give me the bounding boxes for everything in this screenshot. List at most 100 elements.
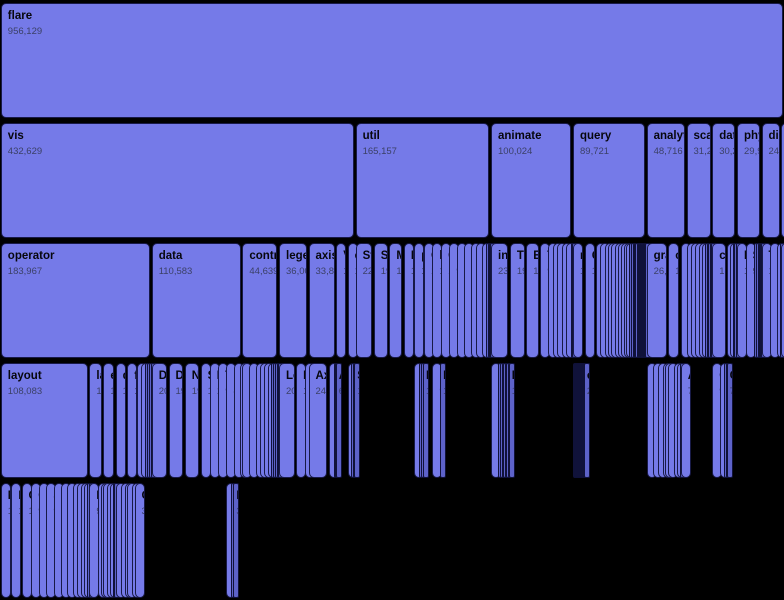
cell-NodeLinkTreeLayout[interactable]: NodeLinkTreeLayout12,870	[0, 483, 11, 598]
cell-label: flare	[7, 10, 33, 22]
cell-label: display	[768, 130, 779, 142]
cell-label: Legend	[286, 370, 294, 382]
cell-analytics[interactable]: analytics 48,716	[646, 123, 685, 238]
cell-converters[interactable]: converters 18,349	[712, 243, 726, 358]
cell-value: 19,118	[380, 266, 387, 277]
cell-interpolate[interactable]: interpolate 23,081	[491, 243, 509, 358]
cell-Strings[interactable]: Strings 22,026	[355, 243, 373, 358]
cell-label: data	[719, 130, 734, 142]
cell-graph[interactable]: graph 26,435	[646, 243, 667, 358]
cell-value: 48,716	[653, 146, 683, 157]
cell-label: converters	[719, 250, 726, 262]
cell-value: 19,975	[516, 266, 524, 277]
cell-Easing[interactable]: Easing 17,010	[526, 243, 539, 358]
cell-GraphDistanceFilter[interactable]: GraphDistanceFilter3,165	[134, 483, 145, 598]
cell-value: 18,349	[719, 266, 725, 277]
cell-DateInterpolator[interactable]: DateInterpolator1,375	[508, 363, 515, 478]
cell-value: 432,629	[7, 146, 43, 157]
cell-value: 89,721	[580, 146, 610, 157]
cell-count[interactable]: count277	[583, 363, 590, 478]
cell-value: 100,024	[498, 146, 533, 157]
cell-distortion[interactable]: distortion14,219	[115, 363, 126, 478]
cell-label: Shapes	[380, 250, 388, 262]
cell-label: encoder	[110, 369, 113, 383]
cell-label: legend	[286, 250, 306, 262]
cell-value: 20,544	[158, 386, 166, 397]
cell-Maths[interactable]: Maths 17,705	[389, 243, 403, 358]
cell-value: 24,593	[315, 386, 327, 397]
cell-label: cluster	[675, 249, 678, 263]
cell-value: 17,010	[533, 266, 539, 277]
cell-Shapes[interactable]: Shapes 19,118	[373, 243, 388, 358]
cell-axis[interactable]: axis 33,886	[308, 243, 335, 358]
cell-value: 956,129	[7, 26, 43, 37]
cell-Visualization[interactable]: Visualization16,540	[336, 243, 347, 358]
cell-label: scale	[693, 130, 710, 142]
cell-label: vis	[7, 130, 24, 142]
cell-value: 26,435	[653, 266, 667, 277]
cell-label: axis	[315, 250, 334, 262]
cell-filter[interactable]: filter11,893	[127, 363, 138, 478]
cell-value: 31,294	[693, 146, 710, 157]
cell-AxisLabel[interactable]: AxisLabel636	[335, 363, 342, 478]
cell-palette[interactable]: palette11,946	[414, 243, 425, 358]
cell-label: interpolate	[498, 250, 509, 262]
cell-IRenderer[interactable]: IRenderer353	[233, 483, 240, 598]
cell-NodeSprite[interactable]: NodeSprite 19,382	[184, 363, 199, 478]
cell-Legend[interactable]: Legend 20,859	[279, 363, 295, 478]
cell-value: 30,284	[719, 146, 734, 157]
cell-value: 19,382	[191, 386, 198, 397]
cell-label: layout	[7, 370, 42, 382]
cell-data[interactable]: data 110,583	[151, 243, 241, 358]
cell-RadialTreeLayout[interactable]: RadialTreeLayout12,348	[11, 483, 22, 598]
cell-operator[interactable]: operator 183,967	[0, 243, 151, 358]
cell-data[interactable]: data 30,284	[712, 123, 736, 238]
cell-value: 165,157	[362, 146, 397, 157]
cell-value: 15,207	[675, 266, 678, 277]
cell-value: 33,886	[315, 266, 334, 277]
cell-HeapNode[interactable]: HeapNode1,233	[440, 363, 447, 478]
cell-value: 22,026	[362, 266, 372, 277]
cell-label: util	[362, 130, 380, 142]
cell-Converters[interactable]: Converters721	[726, 363, 733, 478]
cell-DataList[interactable]: DataList 19,788	[168, 363, 184, 478]
cell-value: 110,583	[158, 266, 193, 277]
cell-layout[interactable]: layout 108,083	[0, 363, 88, 478]
cell-label: NodeSprite	[192, 369, 198, 383]
cell-Displays[interactable]: Displays12,555	[403, 243, 414, 358]
cell-vis[interactable]: vis 432,629	[0, 123, 354, 238]
cell-label: Maths	[396, 249, 401, 263]
cell-Axis[interactable]: Axis 24,593	[308, 363, 328, 478]
cell-methods[interactable]: methods14,259	[573, 243, 584, 358]
cell-Transitioner[interactable]: Transitioner 19,975	[509, 243, 525, 358]
cell-AspectRatioBanker[interactable]: AspectRatioBanker7,074	[680, 363, 691, 478]
cell-value: 24,254	[768, 146, 780, 157]
cell-Data[interactable]: Data 20,544	[151, 363, 167, 478]
cell-label: physics	[744, 130, 759, 142]
cell-scale[interactable]: scale 31,294	[686, 123, 711, 238]
cell-label: data	[158, 250, 183, 262]
cell-animate[interactable]: animate 100,024	[491, 123, 572, 238]
cell-SelectionEvent[interactable]: SelectionEvent1,880	[354, 363, 361, 478]
cell-flare[interactable]: flare 956,129	[0, 3, 784, 118]
cell-legend[interactable]: legend 36,003	[279, 243, 307, 358]
cell-Query[interactable]: Query13,896	[584, 243, 595, 358]
cell-physics[interactable]: physics 29,934	[737, 123, 760, 238]
cell-value: 17,705	[396, 266, 402, 277]
cell-value: 44,639	[249, 266, 278, 277]
cell-controls[interactable]: controls 44,639	[242, 243, 278, 358]
cell-value: 23,081	[498, 266, 509, 277]
cell-Palette[interactable]: Palette1,229	[423, 363, 429, 478]
cell-display[interactable]: display 24,254	[761, 123, 780, 238]
cell-label: Axis	[315, 370, 327, 382]
cell-label[interactable]: label 17,057	[89, 363, 102, 478]
cell-CirclePackingLayout[interactable]: CirclePackingLayout12,003	[21, 483, 32, 598]
cell-label: query	[580, 130, 612, 142]
cell-encoder[interactable]: encoder 14,897	[103, 363, 114, 478]
cell-util[interactable]: util 165,157	[355, 123, 490, 238]
cell-query[interactable]: query 89,721	[573, 123, 645, 238]
cell-cluster[interactable]: cluster 15,207	[668, 243, 680, 358]
cell-value: 29,934	[744, 146, 759, 157]
cell-value: 14,897	[110, 386, 113, 397]
